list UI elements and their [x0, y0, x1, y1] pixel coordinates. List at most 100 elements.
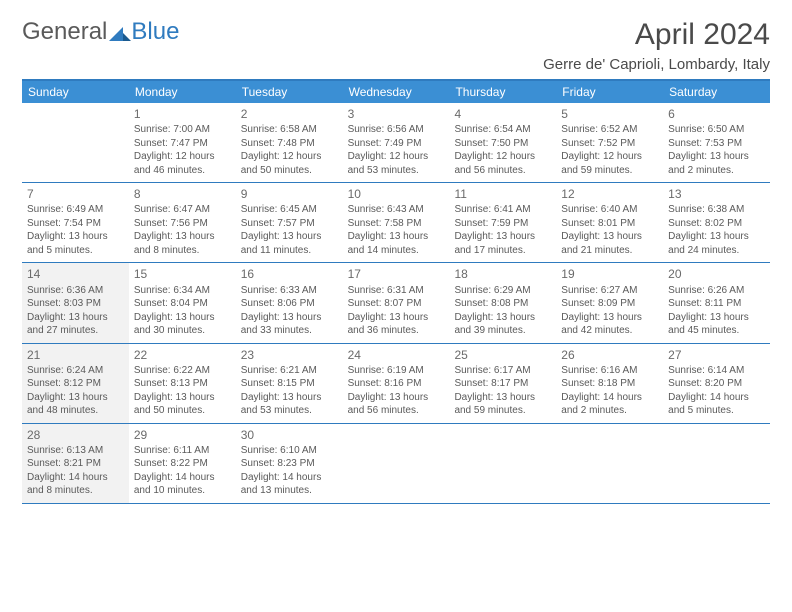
day-detail-sunrise: Sunrise: 6:22 AM — [134, 364, 231, 378]
day-number: 16 — [241, 266, 338, 282]
day-detail-daylight2: and 8 minutes. — [134, 244, 231, 258]
day-detail-sunrise: Sunrise: 6:34 AM — [134, 284, 231, 298]
day-detail-sunrise: Sunrise: 6:33 AM — [241, 284, 338, 298]
day-detail-sunset: Sunset: 8:21 PM — [27, 457, 124, 471]
day-detail-daylight1: Daylight: 13 hours — [668, 230, 765, 244]
day-cell — [343, 424, 450, 503]
header: General Blue April 2024 Gerre de' Caprio… — [22, 18, 770, 73]
day-detail-daylight1: Daylight: 13 hours — [348, 391, 445, 405]
day-cell: 10Sunrise: 6:43 AMSunset: 7:58 PMDayligh… — [343, 183, 450, 262]
day-detail-daylight1: Daylight: 12 hours — [348, 150, 445, 164]
day-detail-sunrise: Sunrise: 6:21 AM — [241, 364, 338, 378]
day-detail-sunrise: Sunrise: 6:52 AM — [561, 123, 658, 137]
day-detail-daylight1: Daylight: 13 hours — [454, 311, 551, 325]
day-number: 18 — [454, 266, 551, 282]
day-detail-sunrise: Sunrise: 6:54 AM — [454, 123, 551, 137]
day-detail-daylight1: Daylight: 13 hours — [561, 230, 658, 244]
day-detail-daylight2: and 39 minutes. — [454, 324, 551, 338]
day-detail-sunset: Sunset: 8:07 PM — [348, 297, 445, 311]
day-detail-sunset: Sunset: 7:48 PM — [241, 137, 338, 151]
day-detail-sunrise: Sunrise: 6:19 AM — [348, 364, 445, 378]
day-cell — [663, 424, 770, 503]
day-detail-daylight2: and 24 minutes. — [668, 244, 765, 258]
day-detail-sunrise: Sunrise: 6:26 AM — [668, 284, 765, 298]
day-detail-daylight1: Daylight: 14 hours — [561, 391, 658, 405]
day-number: 15 — [134, 266, 231, 282]
day-detail-daylight2: and 53 minutes. — [241, 404, 338, 418]
day-detail-sunset: Sunset: 8:16 PM — [348, 377, 445, 391]
day-detail-daylight1: Daylight: 14 hours — [134, 471, 231, 485]
day-cell: 6Sunrise: 6:50 AMSunset: 7:53 PMDaylight… — [663, 103, 770, 182]
day-cell: 8Sunrise: 6:47 AMSunset: 7:56 PMDaylight… — [129, 183, 236, 262]
day-detail-sunset: Sunset: 8:18 PM — [561, 377, 658, 391]
day-cell: 13Sunrise: 6:38 AMSunset: 8:02 PMDayligh… — [663, 183, 770, 262]
day-cell — [22, 103, 129, 182]
day-number: 30 — [241, 427, 338, 443]
day-number: 12 — [561, 186, 658, 202]
day-detail-daylight1: Daylight: 14 hours — [241, 471, 338, 485]
day-detail-sunset: Sunset: 8:22 PM — [134, 457, 231, 471]
day-number: 27 — [668, 347, 765, 363]
week-row: 21Sunrise: 6:24 AMSunset: 8:12 PMDayligh… — [22, 344, 770, 424]
day-detail-sunrise: Sunrise: 6:31 AM — [348, 284, 445, 298]
day-detail-daylight2: and 56 minutes. — [348, 404, 445, 418]
day-number: 1 — [134, 106, 231, 122]
day-detail-daylight2: and 27 minutes. — [27, 324, 124, 338]
logo-triangle-icon — [109, 23, 131, 41]
day-cell: 21Sunrise: 6:24 AMSunset: 8:12 PMDayligh… — [22, 344, 129, 423]
day-number: 7 — [27, 186, 124, 202]
day-detail-sunset: Sunset: 8:03 PM — [27, 297, 124, 311]
day-detail-sunset: Sunset: 7:57 PM — [241, 217, 338, 231]
day-detail-sunrise: Sunrise: 6:16 AM — [561, 364, 658, 378]
day-number: 28 — [27, 427, 124, 443]
day-number: 3 — [348, 106, 445, 122]
location-label: Gerre de' Caprioli, Lombardy, Italy — [543, 56, 770, 73]
day-detail-daylight2: and 36 minutes. — [348, 324, 445, 338]
day-detail-daylight1: Daylight: 14 hours — [27, 471, 124, 485]
calendar: SundayMondayTuesdayWednesdayThursdayFrid… — [22, 79, 770, 504]
day-of-week-header: SundayMondayTuesdayWednesdayThursdayFrid… — [22, 81, 770, 103]
day-cell: 23Sunrise: 6:21 AMSunset: 8:15 PMDayligh… — [236, 344, 343, 423]
day-detail-sunset: Sunset: 7:52 PM — [561, 137, 658, 151]
day-cell: 3Sunrise: 6:56 AMSunset: 7:49 PMDaylight… — [343, 103, 450, 182]
day-detail-sunset: Sunset: 7:49 PM — [348, 137, 445, 151]
day-number: 24 — [348, 347, 445, 363]
week-row: 14Sunrise: 6:36 AMSunset: 8:03 PMDayligh… — [22, 263, 770, 343]
day-detail-daylight2: and 59 minutes. — [561, 164, 658, 178]
day-number: 13 — [668, 186, 765, 202]
day-detail-daylight1: Daylight: 13 hours — [454, 391, 551, 405]
day-detail-daylight1: Daylight: 13 hours — [241, 230, 338, 244]
logo: General Blue — [22, 18, 179, 46]
day-detail-daylight2: and 8 minutes. — [27, 484, 124, 498]
day-detail-sunrise: Sunrise: 6:36 AM — [27, 284, 124, 298]
day-detail-sunrise: Sunrise: 6:13 AM — [27, 444, 124, 458]
day-detail-sunrise: Sunrise: 6:58 AM — [241, 123, 338, 137]
day-detail-sunrise: Sunrise: 6:27 AM — [561, 284, 658, 298]
day-detail-sunset: Sunset: 8:04 PM — [134, 297, 231, 311]
day-detail-sunset: Sunset: 8:11 PM — [668, 297, 765, 311]
day-detail-daylight2: and 50 minutes. — [241, 164, 338, 178]
day-detail-daylight2: and 48 minutes. — [27, 404, 124, 418]
day-cell — [449, 424, 556, 503]
day-detail-sunset: Sunset: 8:12 PM — [27, 377, 124, 391]
day-of-week-cell: Sunday — [22, 81, 129, 103]
day-cell: 12Sunrise: 6:40 AMSunset: 8:01 PMDayligh… — [556, 183, 663, 262]
day-detail-daylight1: Daylight: 13 hours — [454, 230, 551, 244]
day-detail-sunset: Sunset: 7:53 PM — [668, 137, 765, 151]
day-detail-sunrise: Sunrise: 6:24 AM — [27, 364, 124, 378]
day-cell: 24Sunrise: 6:19 AMSunset: 8:16 PMDayligh… — [343, 344, 450, 423]
day-cell: 5Sunrise: 6:52 AMSunset: 7:52 PMDaylight… — [556, 103, 663, 182]
day-detail-daylight2: and 33 minutes. — [241, 324, 338, 338]
day-detail-daylight1: Daylight: 12 hours — [561, 150, 658, 164]
day-number: 8 — [134, 186, 231, 202]
day-number: 29 — [134, 427, 231, 443]
day-detail-sunrise: Sunrise: 6:49 AM — [27, 203, 124, 217]
day-number: 9 — [241, 186, 338, 202]
day-cell: 16Sunrise: 6:33 AMSunset: 8:06 PMDayligh… — [236, 263, 343, 342]
day-number: 23 — [241, 347, 338, 363]
day-cell: 20Sunrise: 6:26 AMSunset: 8:11 PMDayligh… — [663, 263, 770, 342]
day-number: 6 — [668, 106, 765, 122]
day-cell: 19Sunrise: 6:27 AMSunset: 8:09 PMDayligh… — [556, 263, 663, 342]
day-cell: 27Sunrise: 6:14 AMSunset: 8:20 PMDayligh… — [663, 344, 770, 423]
day-number: 10 — [348, 186, 445, 202]
